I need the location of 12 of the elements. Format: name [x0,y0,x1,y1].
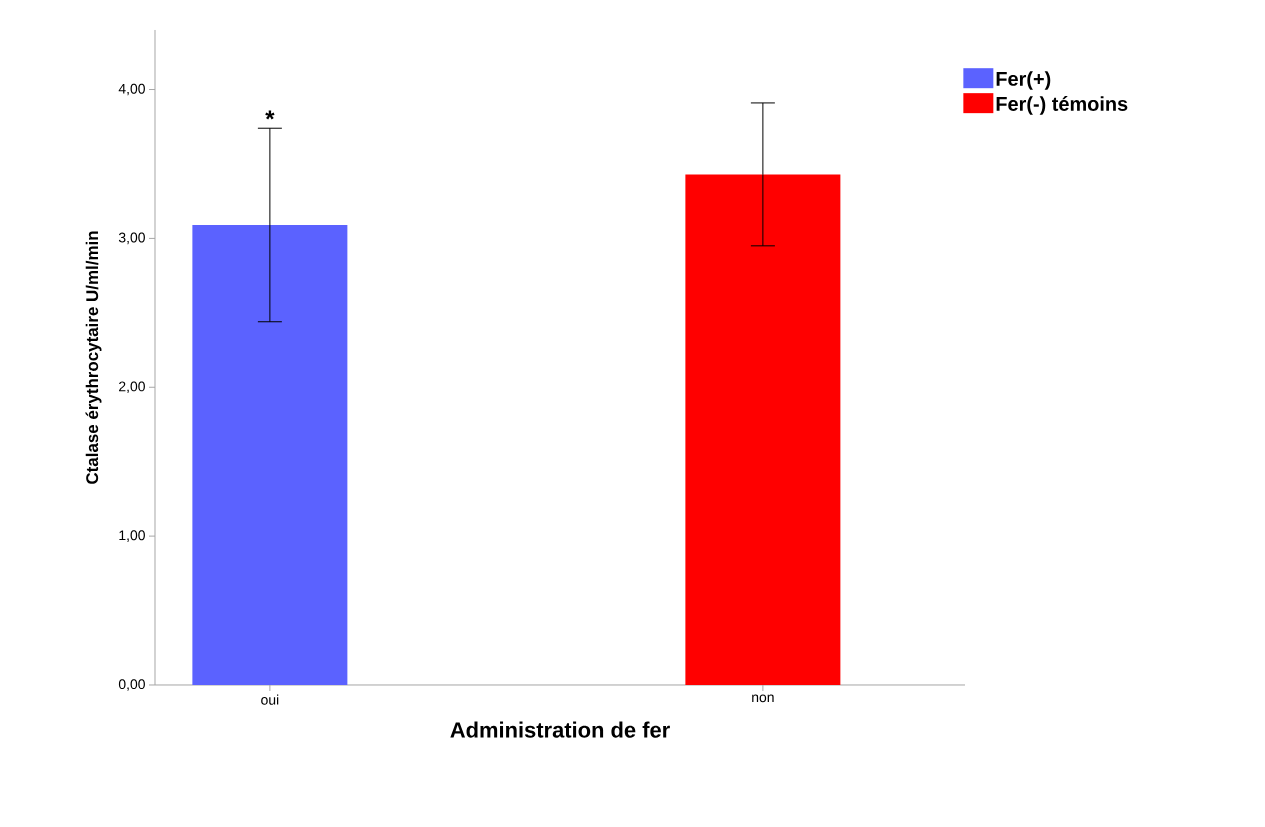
x-tick-label: non [752,694,774,703]
y-axis-title: Ctalase érythrocytaire U/ml/min [85,231,102,484]
legend-label: Fer(+) [996,71,1051,90]
y-tick-label: 3,00 [118,232,145,245]
x-axis-title: Administration de fer [450,721,670,738]
y-tick-label: 2,00 [119,381,145,394]
y-tick-label: 1,00 [119,530,145,542]
legend-label: Fer(-) témoins [996,96,1128,115]
annotation: * [265,110,275,120]
x-tick-label: oui [261,694,279,705]
y-tick-label: 4,00 [118,83,145,96]
y-tick-label: 0,00 [118,679,145,691]
